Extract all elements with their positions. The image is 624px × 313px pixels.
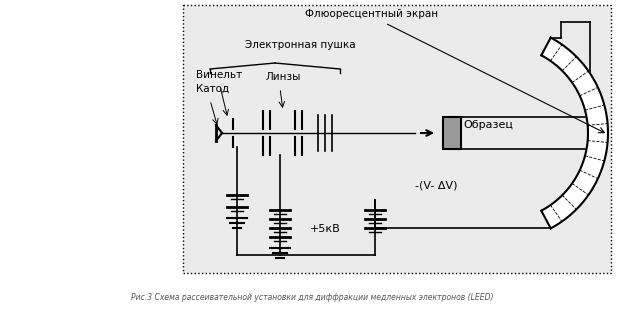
Text: Флюоресцентный экран: Флюоресцентный экран [305,9,438,19]
Polygon shape [541,38,608,228]
Bar [443,117,461,149]
Text: Линзы: Линзы [266,72,301,82]
Bar [183,5,611,273]
Text: Рис.3 Схема рассеивательной установки для диффракции медленных электронов (LEED): Рис.3 Схема рассеивательной установки дл… [131,293,493,302]
Text: +5кВ: +5кВ [310,224,341,234]
Text: Образец: Образец [463,120,513,130]
Text: Электронная пушка: Электронная пушка [245,40,356,50]
Text: -(V- ΔV): -(V- ΔV) [415,180,457,190]
Text: Винельт: Винельт [196,70,242,80]
Text: Катод: Катод [196,84,229,94]
